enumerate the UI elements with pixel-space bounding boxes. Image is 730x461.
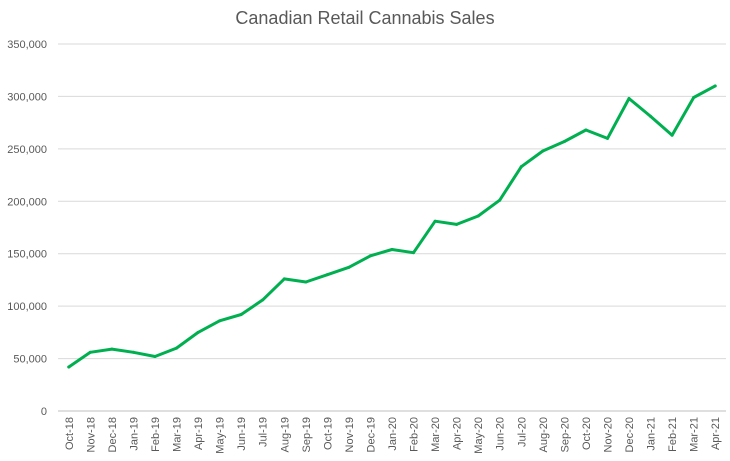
x-tick-label: Oct-20: [581, 417, 593, 450]
x-tick-label: Mar-21: [689, 417, 701, 452]
x-tick-label: Apr-20: [452, 417, 464, 450]
y-tick-label: 350,000: [7, 39, 47, 51]
series-line: [67, 84, 717, 369]
x-tick-label: Jan-19: [128, 417, 140, 451]
x-tick-label: Nov-18: [85, 417, 97, 452]
data-point: [175, 346, 179, 350]
data-point: [67, 365, 71, 369]
data-point: [455, 222, 459, 226]
data-point: [304, 280, 308, 284]
x-tick-label: Jul-19: [258, 417, 270, 447]
x-tick-label: Oct-19: [322, 417, 334, 450]
x-tick-label: May-20: [473, 417, 485, 454]
data-point: [605, 136, 609, 140]
data-point: [325, 273, 329, 277]
y-tick-label: 150,000: [7, 249, 47, 261]
gridlines: [58, 43, 726, 360]
data-point: [368, 254, 372, 258]
x-tick-label: Dec-20: [624, 417, 636, 452]
data-point: [713, 84, 717, 88]
y-tick-label: 200,000: [7, 196, 47, 208]
data-point: [670, 133, 674, 137]
x-tick-label: Dec-18: [107, 417, 119, 452]
data-point: [261, 298, 265, 302]
x-tick-label: Nov-20: [602, 417, 614, 452]
data-point: [218, 319, 222, 323]
data-point: [433, 219, 437, 223]
x-tick-label: Oct-18: [64, 417, 76, 450]
data-point: [627, 97, 631, 101]
data-point: [649, 114, 653, 118]
data-point: [196, 330, 200, 334]
data-point: [88, 350, 92, 354]
data-point: [131, 350, 135, 354]
x-tick-label: Feb-21: [667, 417, 679, 452]
x-tick-label: Aug-20: [538, 417, 550, 452]
y-tick-label: 0: [41, 406, 47, 418]
data-point: [692, 95, 696, 99]
data-point: [519, 165, 523, 169]
x-tick-label: Aug-19: [279, 417, 291, 452]
data-point: [110, 347, 114, 351]
data-point: [347, 265, 351, 269]
data-point: [153, 354, 157, 358]
x-tick-label: Sep-19: [301, 417, 313, 452]
x-tick-label: Mar-20: [430, 417, 442, 452]
data-point: [390, 248, 394, 252]
x-axis-tick-labels: Oct-18 Nov-18 Dec-18 Jan-19 Feb-19 Mar-19 Apr-…: [64, 417, 722, 454]
data-point: [476, 214, 480, 218]
x-tick-label: Apr-19: [193, 417, 205, 450]
x-tick-label: Jun-20: [495, 417, 507, 451]
data-point: [584, 128, 588, 132]
y-tick-label: 100,000: [7, 301, 47, 313]
x-tick-label: Apr-21: [710, 417, 722, 450]
data-point: [541, 149, 545, 153]
x-tick-label: Jul-20: [516, 417, 528, 447]
series-layer: [67, 84, 717, 369]
x-tick-label: Feb-20: [409, 417, 421, 452]
x-tick-label: Nov-19: [344, 417, 356, 452]
data-point: [239, 313, 243, 317]
x-tick-label: Jan-21: [646, 417, 658, 451]
data-point: [412, 251, 416, 255]
x-tick-label: Jun-19: [236, 417, 248, 451]
y-tick-label: 50,000: [13, 354, 47, 366]
y-tick-label: 250,000: [7, 144, 47, 156]
chart-title: Canadian Retail Cannabis Sales: [235, 8, 494, 28]
x-tick-label: Feb-19: [150, 417, 162, 452]
x-tick-label: May-19: [215, 417, 227, 454]
x-tick-label: Dec-19: [365, 417, 377, 452]
x-tick-label: Mar-19: [172, 417, 184, 452]
data-point: [282, 277, 286, 281]
data-point: [562, 140, 566, 144]
x-tick-label: Sep-20: [559, 417, 571, 452]
data-point: [498, 198, 502, 202]
y-tick-label: 300,000: [7, 91, 47, 103]
y-axis-tick-labels: 0 50,000 100,000 150,000 200,000 250,000 300,0…: [7, 39, 47, 418]
x-tick-label: Jan-20: [387, 417, 399, 451]
